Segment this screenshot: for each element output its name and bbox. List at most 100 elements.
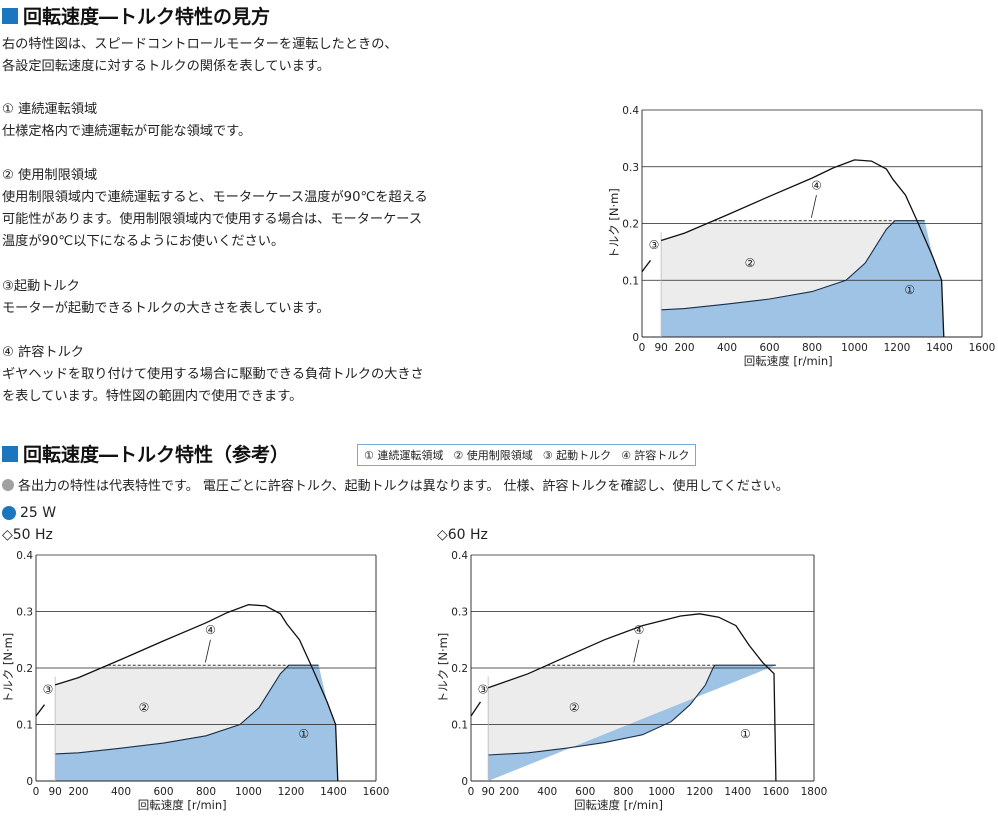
title-square-icon xyxy=(2,7,18,24)
x-tick-label: 400 xyxy=(111,786,131,798)
y-tick-label: 0.4 xyxy=(16,550,33,562)
x-tick-label: 1200 xyxy=(278,786,305,798)
x-tick-label: 0 xyxy=(639,342,646,354)
y-tick-label: 0 xyxy=(26,776,33,788)
x-tick-label: 1600 xyxy=(363,786,390,798)
x-tick-label: 200 xyxy=(499,786,519,798)
item-limited: ② 使用制限領域 使用制限領域内で連続運転すると、モーターケース温度が90℃を超… xyxy=(2,165,428,253)
output-dot-icon xyxy=(2,506,16,520)
item-line: 温度が90℃以下になるようにお使いください。 xyxy=(2,234,285,249)
item-starting: ③起動トルク モーターが起動できるトルクの大きさを表しています。 xyxy=(2,276,330,320)
chart-explain: 0 90 200 400 600 800 1000 1200 1400 1600 0 0.1 0.2 0.… xyxy=(607,105,996,368)
y-tick-label: 0.2 xyxy=(451,663,468,675)
region-label-starting: ③ xyxy=(43,682,54,696)
item-line: 仕様定格内で連続運転が可能な領域です。 xyxy=(2,124,252,139)
limited-region xyxy=(55,665,289,781)
chart-50hz: 0 90 200 400 600 800 1000 1200 1400 1600 0 0.1 0.2 0.… xyxy=(1,550,390,812)
y-tick-label: 0.4 xyxy=(622,105,639,117)
allowable-leader-line xyxy=(810,195,817,218)
x-tick-label: 1600 xyxy=(763,786,790,798)
y-tick-label: 0.2 xyxy=(16,663,33,675)
region-label-allowable: ④ xyxy=(634,623,645,637)
continuous-region xyxy=(55,665,338,781)
y-tick-label: 0.1 xyxy=(451,720,468,732)
x-tick-label: 200 xyxy=(68,786,88,798)
x-tick-label: 400 xyxy=(717,342,737,354)
output-label: 25 W xyxy=(2,505,56,521)
y-tick-label: 0.4 xyxy=(451,550,468,562)
max-torque-curve xyxy=(487,613,777,782)
legend-limited: ② 使用制限領域 xyxy=(453,449,533,462)
x-tick-label: 800 xyxy=(613,786,633,798)
region-label-limited: ② xyxy=(139,701,150,715)
region-legend: ① 連続運転領域 ② 使用制限領域 ③ 起動トルク ④ 許容トルク xyxy=(357,444,697,466)
title-square-icon xyxy=(2,445,18,462)
section1-title-text: 回転速度―トルク特性の見方 xyxy=(23,6,271,28)
x-tick-label: 0 xyxy=(468,786,475,798)
legend-continuous: ① 連続運転領域 xyxy=(364,449,444,462)
y-tick-label: 0.1 xyxy=(622,275,639,287)
x-tick-label: 1400 xyxy=(320,786,347,798)
note-text: 各出力の特性は代表特性です。 電圧ごとに許容トルク、起動トルクは異なります。 仕… xyxy=(18,479,789,494)
legend-allowable: ④ 許容トルク xyxy=(621,449,690,462)
section1-title: 回転速度―トルク特性の見方 xyxy=(2,2,270,29)
x-axis-label: 回転速度 [r/min] xyxy=(744,354,833,368)
item-heading: ③起動トルク xyxy=(2,279,80,294)
region-label-continuous: ① xyxy=(904,283,915,297)
x-tick-label: 400 xyxy=(537,786,557,798)
continuous-boundary-line xyxy=(488,664,716,756)
starting-torque-line xyxy=(641,260,652,273)
intro-line-1: 右の特性図は、スピードコントロールモーターを運転したときの、 xyxy=(2,37,398,52)
legend-starting: ③ 起動トルク xyxy=(542,449,612,462)
y-axis-label: トルク [N·m] xyxy=(436,633,450,704)
x-axis-label: 回転速度 [r/min] xyxy=(138,798,227,812)
output-text: 25 W xyxy=(20,505,57,521)
starting-torque-line xyxy=(470,701,482,717)
x-tick-label: 90 xyxy=(48,786,61,798)
item-heading: ② 使用制限領域 xyxy=(2,168,98,183)
y-tick-label: 0.3 xyxy=(16,607,33,619)
x-tick-label: 600 xyxy=(575,786,595,798)
x-tick-label: 1200 xyxy=(884,342,911,354)
starting-torque-line xyxy=(35,704,46,717)
allowable-leader-line xyxy=(204,639,211,663)
intro-text: 右の特性図は、スピードコントロールモーターを運転したときの、 各設定回転速度に対… xyxy=(2,34,398,78)
max-torque-curve xyxy=(54,604,339,782)
y-tick-label: 0.1 xyxy=(16,720,33,732)
continuous-boundary-line xyxy=(55,664,290,755)
x-tick-label: 1200 xyxy=(686,786,713,798)
region-label-allowable: ④ xyxy=(811,178,822,192)
item-line: を表しています。特性図の範囲内で使用できます。 xyxy=(2,389,303,404)
x-tick-label: 200 xyxy=(674,342,694,354)
x-tick-label: 1000 xyxy=(841,342,868,354)
x-tick-label: 90 xyxy=(654,342,667,354)
x-tick-label: 1000 xyxy=(648,786,675,798)
y-tick-label: 0.3 xyxy=(451,607,468,619)
section2-title-text: 回転速度―トルク特性（参考） xyxy=(23,444,290,466)
y-tick-label: 0 xyxy=(461,776,468,788)
item-heading: ④ 許容トルク xyxy=(2,345,84,360)
y-tick-label: 0.3 xyxy=(622,162,639,174)
limited-region xyxy=(488,665,715,781)
x-tick-label: 800 xyxy=(802,342,822,354)
region-label-continuous: ① xyxy=(740,727,751,741)
note: 各出力の特性は代表特性です。 電圧ごとに許容トルク、起動トルクは異なります。 仕… xyxy=(2,475,789,494)
item-line: モーターが起動できるトルクの大きさを表しています。 xyxy=(2,301,330,316)
freq-60-label: ◇60 Hz xyxy=(437,527,488,543)
limited-region xyxy=(661,220,895,337)
x-tick-label: 1600 xyxy=(969,342,996,354)
y-axis-label: トルク [N·m] xyxy=(1,633,15,704)
freq-50-label: ◇50 Hz xyxy=(2,527,53,543)
item-heading: ① 連続運転領域 xyxy=(2,102,98,117)
x-tick-label: 90 xyxy=(481,786,494,798)
x-axis-label: 回転速度 [r/min] xyxy=(574,798,663,812)
item-continuous: ① 連続運転領域 仕様定格内で連続運転が可能な領域です。 xyxy=(2,99,251,143)
allowable-leader-line xyxy=(633,639,640,663)
region-label-limited: ② xyxy=(745,256,756,270)
region-label-limited: ② xyxy=(569,701,580,715)
note-dot-icon xyxy=(2,478,14,491)
region-label-continuous: ① xyxy=(298,727,309,741)
x-tick-label: 1400 xyxy=(724,786,751,798)
continuous-boundary-line xyxy=(661,220,896,311)
item-allowable: ④ 許容トルク ギヤヘッドを取り付けて使用する場合に駆動できる負荷トルクの大きさ… xyxy=(2,342,424,408)
